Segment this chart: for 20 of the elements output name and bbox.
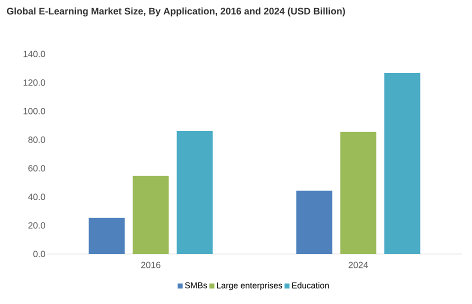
x-tick-label: 2024 [348,262,368,268]
legend-label: SMBs [185,282,208,288]
y-tick-label: 80.0 [28,136,46,143]
y-tick-label: 120.0 [24,79,46,86]
bar [132,176,169,254]
y-tick-label: 60.0 [28,165,46,172]
bar [88,218,125,254]
bar [340,132,376,254]
y-tick-label: 20.0 [28,222,46,229]
y-tick-label: 0.0 [33,250,46,258]
y-tick-label: 140.0 [24,50,46,58]
x-tick-label: 2016 [141,262,160,268]
chart-title: Global E-Learning Market Size, By Application, 2016 and 2024 (USD Billion) [6,8,345,16]
y-tick-label: 100.0 [24,108,46,114]
bar [176,130,213,254]
legend-label: Education [292,282,329,288]
legend-label: Large enterprises [217,282,282,290]
bar [384,72,420,254]
y-tick-label: 40.0 [28,194,46,200]
bar [296,190,332,254]
